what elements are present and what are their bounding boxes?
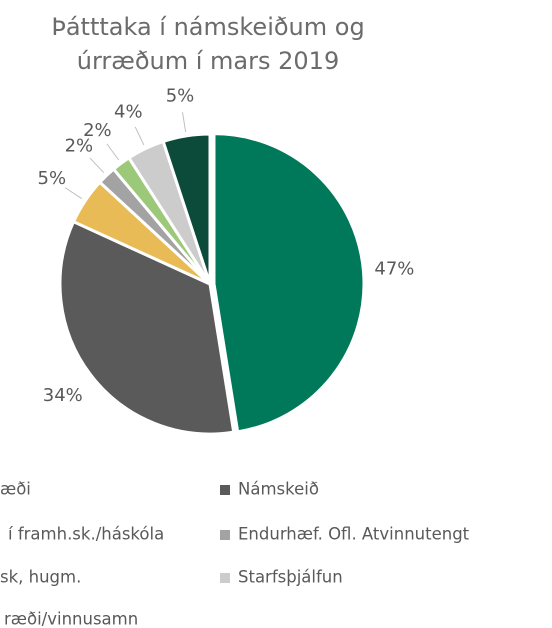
leader-line [64,187,83,200]
legend-label: Námskeið [238,480,319,499]
data-label: 34% [43,385,83,406]
legend-label: ræði/vinnusamn [4,610,138,628]
legend-label: Starfsþjálfun [238,568,343,587]
pie-slice [58,219,236,436]
legend-label: Endurhæf. Ofl. Atvinnutengt [238,525,470,544]
data-label: 2% [83,120,112,141]
legend-label: sk, hugm. [0,568,81,587]
legend-swatch [220,485,230,495]
chart-title: Þátttaka í námskeiðum og úrræðum í mars … [51,13,365,75]
leader-line [89,157,105,173]
data-label: 47% [374,258,414,279]
legend-label: æði [0,480,31,499]
leader-line [106,143,120,161]
legend-swatch [220,530,230,540]
leader-line [134,126,145,146]
leader-line [182,112,187,133]
legend-label: í framh.sk./háskóla [8,525,164,544]
data-label: 5% [38,168,67,189]
data-label: 2% [65,135,94,156]
data-label: 4% [114,101,143,122]
legend-swatch [220,573,230,583]
pie-slice [161,132,212,285]
data-label: 5% [166,85,195,106]
pie-slice [212,132,366,434]
